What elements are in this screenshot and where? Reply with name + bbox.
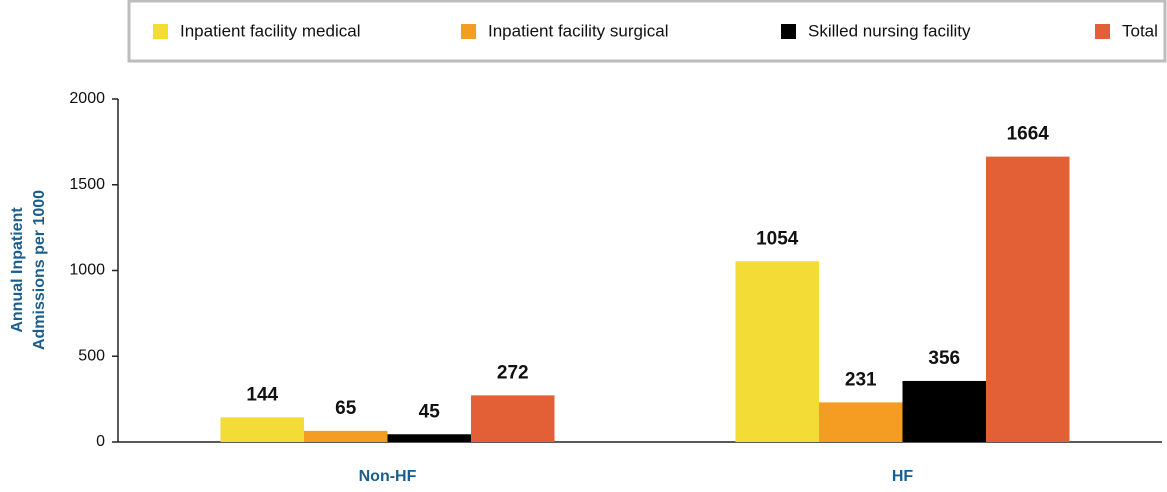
legend-label: Total [1122,21,1158,40]
data-label: 1054 [756,228,799,249]
bar [902,380,986,442]
y-tick-label: 1500 [69,176,105,193]
legend-label: Inpatient facility medical [180,21,360,40]
legend-box [127,0,1167,63]
bar [471,395,555,442]
y-tick-label: 500 [78,347,105,364]
data-label: 231 [845,369,877,390]
legend-label: Inpatient facility surgical [488,21,668,40]
data-label: 144 [246,384,278,405]
legend-swatch [1095,24,1110,39]
bar [387,434,471,442]
y-tick-label: 1000 [69,262,105,279]
legend-swatch [461,24,476,39]
x-tick-label: HF [892,468,914,485]
data-label: 45 [419,401,441,422]
y-axis-label: Admissions per 1000 [31,190,48,350]
bar [220,417,304,442]
data-label: 356 [928,348,960,369]
x-tick-label: Non-HF [359,468,417,485]
bar [819,402,903,442]
legend-swatch [781,24,796,39]
y-tick-label: 0 [96,433,105,450]
data-label: 1664 [1007,124,1050,145]
y-axis-label: Annual Inpatient [9,207,26,333]
y-tick-label: 2000 [69,90,105,107]
legend-label: Skilled nursing facility [808,21,971,40]
bar [304,430,388,442]
bar [986,156,1070,442]
bar [735,261,819,442]
legend-swatch [153,24,168,39]
data-label: 65 [335,398,357,419]
data-label: 272 [497,362,529,383]
